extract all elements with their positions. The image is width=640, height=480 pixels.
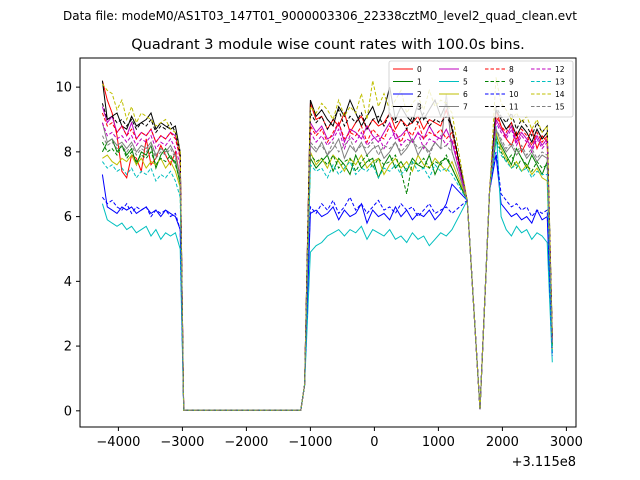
series-line-13 xyxy=(102,140,553,411)
x-tick-label: 3000 xyxy=(550,435,583,450)
legend-label-9: 9 xyxy=(509,77,514,86)
legend-label-6: 6 xyxy=(463,90,468,99)
x-offset-text: +3.115e8 xyxy=(512,455,576,470)
legend-label-4: 4 xyxy=(463,65,468,74)
legend-label-15: 15 xyxy=(555,102,565,111)
x-tick-label: 0 xyxy=(370,435,378,450)
legend-label-2: 2 xyxy=(417,90,422,99)
x-tick-label: −3000 xyxy=(160,435,204,450)
y-tick-label: 8 xyxy=(64,145,72,160)
legend-label-8: 8 xyxy=(509,65,514,74)
series-line-5 xyxy=(101,125,553,411)
series-line-6 xyxy=(102,132,553,411)
series-line-10 xyxy=(102,151,553,411)
legend-box xyxy=(388,60,574,118)
series-line-9 xyxy=(101,138,553,411)
legend-label-3: 3 xyxy=(417,102,422,111)
legend-label-11: 11 xyxy=(509,102,519,111)
legend-label-7: 7 xyxy=(463,102,468,111)
legend-label-5: 5 xyxy=(463,77,468,86)
x-tick-label: −2000 xyxy=(224,435,268,450)
series-line-7 xyxy=(101,93,553,411)
series-line-8 xyxy=(101,112,553,411)
axes-frame xyxy=(79,57,577,428)
legend-label-12: 12 xyxy=(555,65,565,74)
y-tick-label: 2 xyxy=(64,340,72,355)
x-tick-label: −4000 xyxy=(96,435,140,450)
y-tick-label: 4 xyxy=(64,275,72,290)
chart-title: Quadrant 3 module wise count rates with … xyxy=(131,37,525,53)
axis-ticks: −4000 −3000 −2000 −1000 0 1000 2000 3000 0 2 4 6 8 10 xyxy=(55,81,582,450)
plot-area xyxy=(101,77,553,411)
series-line-4 xyxy=(101,106,553,411)
series-line-12 xyxy=(101,120,553,411)
series-line-15 xyxy=(101,127,553,411)
legend-label-10: 10 xyxy=(509,90,519,99)
y-tick-label: 0 xyxy=(64,404,72,419)
legend-label-1: 1 xyxy=(417,77,422,86)
y-tick-label: 10 xyxy=(55,81,72,96)
suptitle: Data file: modeM0/AS1T03_147T01_90000033… xyxy=(63,9,577,23)
series-line-2 xyxy=(101,155,553,411)
series-line-11 xyxy=(101,103,553,411)
x-tick-label: −1000 xyxy=(288,435,332,450)
legend-label-13: 13 xyxy=(555,77,565,86)
x-tick-label: 1000 xyxy=(422,435,455,450)
legend-label-14: 14 xyxy=(555,90,565,99)
x-tick-label: 2000 xyxy=(486,435,519,450)
series-line-14 xyxy=(102,77,553,411)
y-tick-label: 6 xyxy=(64,210,72,225)
legend-label-0: 0 xyxy=(417,65,422,74)
